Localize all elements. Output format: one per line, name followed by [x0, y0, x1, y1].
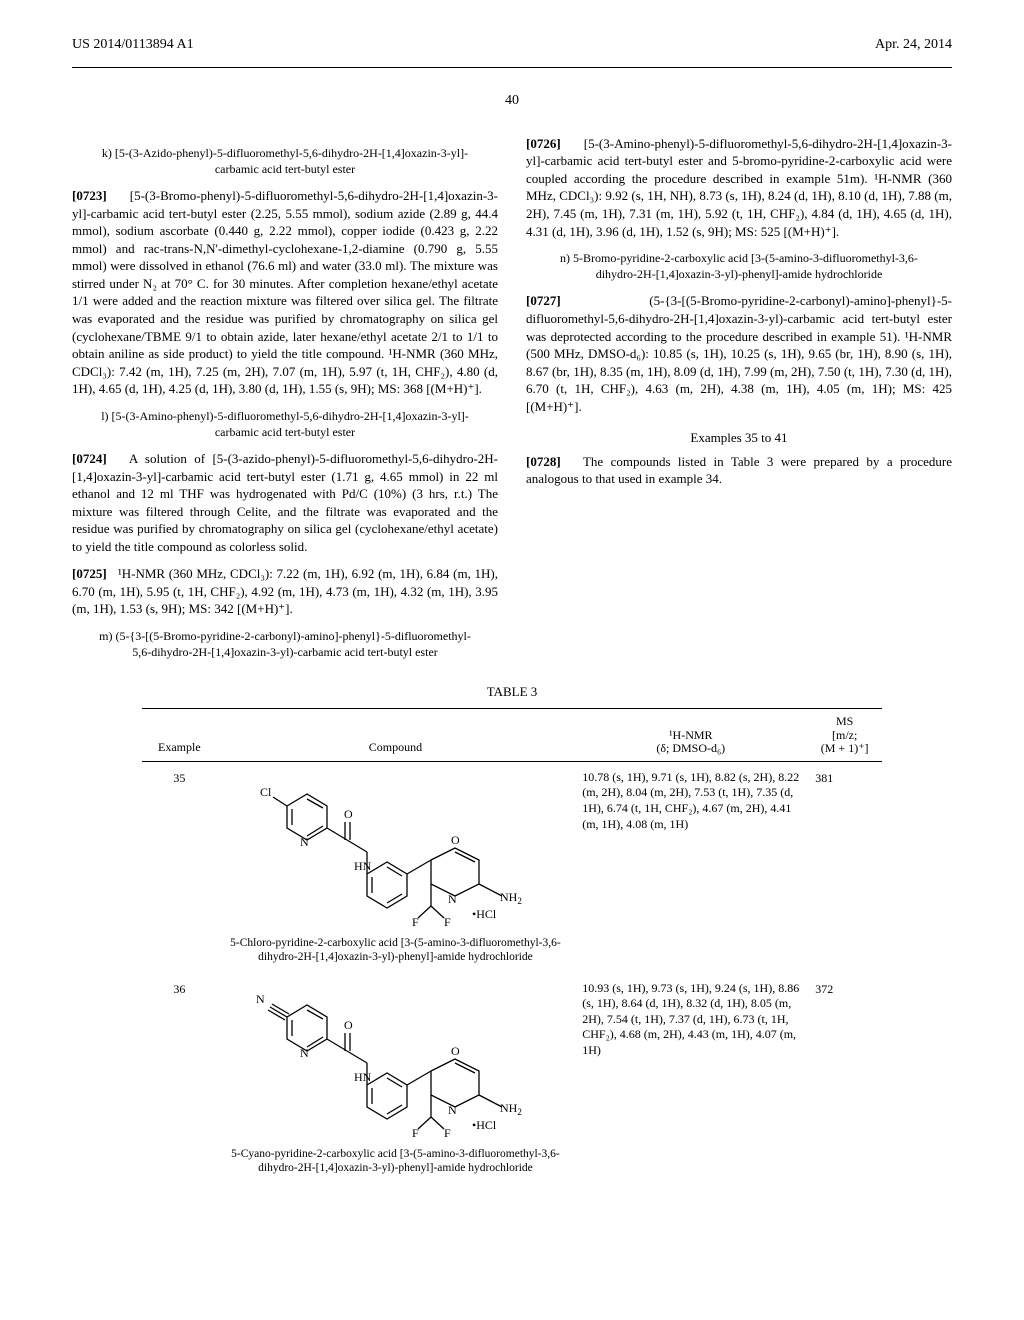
- para-0728: [0728] The compounds listed in Table 3 w…: [526, 453, 952, 488]
- svg-text:•HCl: •HCl: [472, 1118, 497, 1132]
- col-nmr-l2: (δ; DMSO-d₆): [656, 741, 725, 755]
- cell-compound: Cl N O HN O N NH2 F F •HCl: [217, 761, 575, 972]
- table-3: Example Compound ¹H-NMR (δ; DMSO-d₆) MS …: [142, 708, 882, 1183]
- page-number: 40: [72, 92, 952, 111]
- svg-text:N: N: [448, 892, 457, 906]
- para-0724: [0724] A solution of [5-(3-azido-phenyl)…: [72, 450, 498, 555]
- cell-nmr: 10.93 (s, 1H), 9.73 (s, 1H), 9.24 (s, 1H…: [574, 973, 807, 1184]
- cell-example: 35: [142, 761, 217, 972]
- svg-text:N: N: [300, 835, 309, 849]
- svg-text:O: O: [451, 1044, 460, 1058]
- svg-text:O: O: [344, 807, 353, 821]
- cell-example: 36: [142, 973, 217, 1184]
- col-ms: MS [m/z; (M + 1)⁺]: [807, 709, 882, 762]
- section-m-heading: m) (5-{3-[(5-Bromo-pyridine-2-carbonyl)-…: [96, 628, 474, 660]
- compound-name: 5-Cyano-pyridine-2-carboxylic acid [3-(5…: [225, 1147, 567, 1176]
- col-nmr-l1: ¹H-NMR: [669, 728, 713, 742]
- structure-ex36: N N O HN O N NH2 F F •HCl: [250, 981, 540, 1141]
- svg-text:F: F: [412, 1126, 419, 1140]
- section-k-heading: k) [5-(3-Azido-phenyl)-5-difluoromethyl-…: [96, 145, 474, 177]
- svg-text:NH2: NH2: [500, 1101, 522, 1117]
- para-num: [0724]: [72, 451, 107, 466]
- structure-ex35: Cl N O HN O N NH2 F F •HCl: [250, 770, 540, 930]
- svg-text:HN: HN: [354, 1070, 372, 1084]
- para-body: The compounds listed in Table 3 were pre…: [526, 454, 952, 487]
- cell-ms: 381: [807, 761, 882, 972]
- col-ms-l1: MS: [836, 714, 853, 728]
- para-num: [0727]: [526, 293, 561, 308]
- col-ms-l2: [m/z;: [832, 728, 857, 742]
- para-0727: [0727] (5-{3-[(5-Bromo-pyridine-2-carbon…: [526, 292, 952, 415]
- section-l-heading: l) [5-(3-Amino-phenyl)-5-difluoromethyl-…: [96, 408, 474, 440]
- svg-text:N: N: [448, 1103, 457, 1117]
- svg-text:HN: HN: [354, 859, 372, 873]
- pub-number: US 2014/0113894 A1: [72, 36, 194, 55]
- col-example: Example: [142, 709, 217, 762]
- svg-text:Cl: Cl: [260, 785, 272, 799]
- para-0726: [0726] [5-(3-Amino-phenyl)-5-difluoromet…: [526, 135, 952, 240]
- table-3-title: TABLE 3: [72, 683, 952, 701]
- svg-text:F: F: [444, 915, 451, 929]
- pub-date: Apr. 24, 2014: [875, 36, 952, 55]
- compound-name: 5-Chloro-pyridine-2-carboxylic acid [3-(…: [225, 936, 567, 965]
- svg-text:•HCl: •HCl: [472, 907, 497, 921]
- para-body: A solution of [5-(3-azido-phenyl)-5-difl…: [72, 451, 498, 554]
- cell-nmr: 10.78 (s, 1H), 9.71 (s, 1H), 8.82 (s, 2H…: [574, 761, 807, 972]
- para-0725: [0725] ¹H-NMR (360 MHz, CDCl₃): 7.22 (m,…: [72, 565, 498, 618]
- table-row: 36: [142, 973, 882, 1184]
- para-body: (5-{3-[(5-Bromo-pyridine-2-carbonyl)-ami…: [526, 293, 952, 413]
- para-body: [5-(3-Amino-phenyl)-5-difluoromethyl-5,6…: [526, 136, 952, 239]
- para-num: [0728]: [526, 454, 561, 469]
- col-ms-l3: (M + 1)⁺]: [821, 741, 869, 755]
- table-row: 35: [142, 761, 882, 972]
- svg-text:F: F: [444, 1126, 451, 1140]
- svg-text:N: N: [256, 992, 265, 1006]
- para-body: ¹H-NMR (360 MHz, CDCl₃): 7.22 (m, 1H), 6…: [72, 566, 498, 616]
- svg-text:O: O: [344, 1018, 353, 1032]
- para-0723: [0723] [5-(3-Bromo-phenyl)-5-difluoromet…: [72, 187, 498, 398]
- para-num: [0723]: [72, 188, 107, 203]
- examples-35-41-heading: Examples 35 to 41: [526, 429, 952, 447]
- svg-text:O: O: [451, 833, 460, 847]
- svg-text:NH2: NH2: [500, 890, 522, 906]
- svg-text:N: N: [300, 1046, 309, 1060]
- header-rule: [72, 67, 952, 68]
- section-n-heading: n) 5-Bromo-pyridine-2-carboxylic acid [3…: [550, 250, 928, 282]
- col-compound: Compound: [217, 709, 575, 762]
- para-num: [0726]: [526, 136, 561, 151]
- col-nmr: ¹H-NMR (δ; DMSO-d₆): [574, 709, 807, 762]
- cell-compound: N N O HN O N NH2 F F •HCl: [217, 973, 575, 1184]
- svg-text:F: F: [412, 915, 419, 929]
- cell-ms: 372: [807, 973, 882, 1184]
- para-body: [5-(3-Bromo-phenyl)-5-difluoromethyl-5,6…: [72, 188, 498, 396]
- para-num: [0725]: [72, 566, 107, 581]
